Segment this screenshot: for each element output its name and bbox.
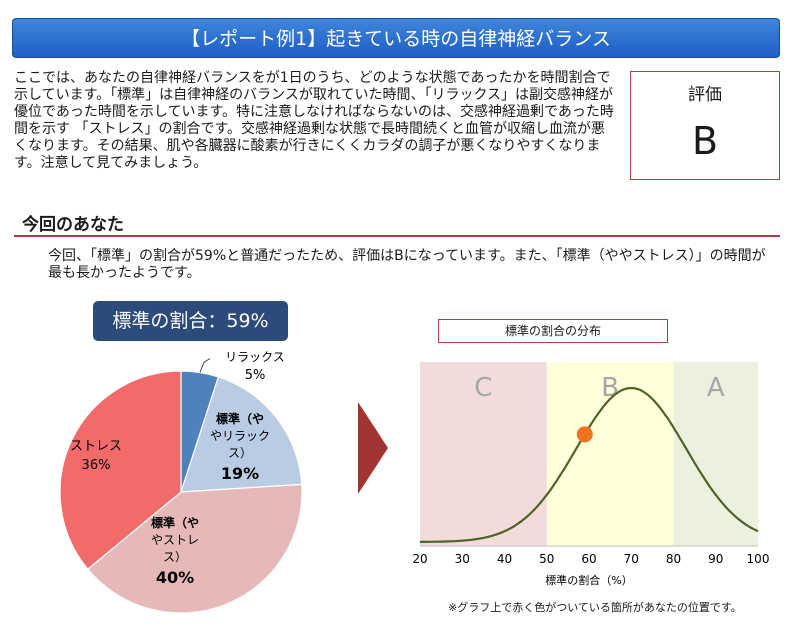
pie-label-1-line-1: やリラック <box>210 429 270 443</box>
pie-slice-1 <box>180 376 303 493</box>
x-tick-30: 30 <box>455 552 470 566</box>
intro-paragraph: ここでは、あなたの自律神経バランスをが1日のうち、どのような状態であったかを時間… <box>14 70 614 171</box>
grade-box: 評価 B <box>630 71 780 180</box>
pie-leader-line <box>199 358 211 373</box>
zone-b <box>546 362 674 546</box>
pie-value-2: 40% <box>156 568 194 587</box>
arrow-right-icon <box>358 402 388 494</box>
x-tick-70: 70 <box>624 552 639 566</box>
x-tick-40: 40 <box>497 552 512 566</box>
section-title: 今回のあなた <box>22 215 124 235</box>
pie-value-0: 5% <box>245 368 266 383</box>
distribution-chart-title: 標準の割合の分布 <box>438 319 668 343</box>
footnote: ※グラフ上で赤く色がついている箇所があなたの位置です。 <box>448 601 742 614</box>
section-divider <box>14 235 780 237</box>
zone-label-c: C <box>474 373 492 403</box>
x-axis-label: 標準の割合（%） <box>545 573 632 587</box>
report-title-banner: 【レポート例1】起きている時の自律神経バランス <box>12 18 780 58</box>
grade-label: 評価 <box>688 85 722 105</box>
zone-c <box>420 362 547 546</box>
grade-value: B <box>691 119 719 163</box>
x-tick-100: 100 <box>747 552 770 566</box>
pie-label-0-line-0: リラックス <box>225 350 285 364</box>
pie-label-3-line-0: ストレス <box>70 439 122 454</box>
distribution-curve <box>420 386 759 543</box>
pie-chart: リラックス5%標準（ややリラックス）19%標準（ややストレス）40%ストレス36… <box>59 350 303 614</box>
pie-label-2-line-0: 標準（や <box>151 515 199 530</box>
standard-ratio-badge: 標準の割合：59% <box>93 301 288 341</box>
your-position-marker <box>576 426 593 443</box>
pie-slice-3 <box>59 370 182 570</box>
pie-label-2-line-1: やストレ <box>151 533 199 547</box>
x-tick-50: 50 <box>539 552 554 566</box>
summary-paragraph: 今回、「標準」の割合が59%と普通だったため、評価はBになっています。また、「標… <box>48 248 766 281</box>
pie-slice-2 <box>86 483 303 614</box>
x-tick-90: 90 <box>708 552 723 566</box>
x-tick-80: 80 <box>666 552 681 566</box>
x-tick-20: 20 <box>412 552 427 566</box>
zone-a <box>673 362 758 546</box>
pie-value-3: 36% <box>82 458 111 473</box>
x-tick-60: 60 <box>581 552 596 566</box>
pie-label-1-line-2: ス） <box>228 446 252 460</box>
zone-label-a: A <box>707 373 725 403</box>
pie-label-2-line-2: ス） <box>163 550 187 564</box>
pie-label-1-line-0: 標準（や <box>216 411 264 426</box>
pie-value-1: 19% <box>221 464 259 483</box>
